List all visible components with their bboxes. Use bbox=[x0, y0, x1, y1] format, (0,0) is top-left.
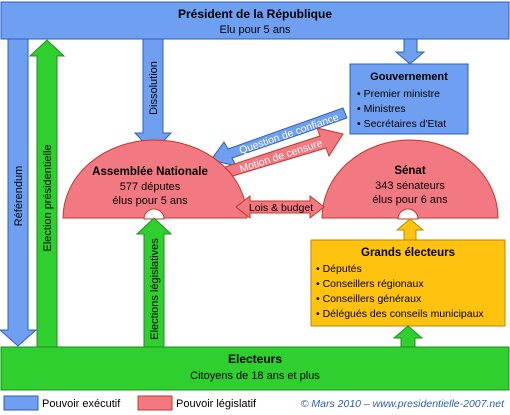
grands-electeurs-to-senat-arrow bbox=[395, 218, 425, 241]
senat-dome bbox=[321, 139, 499, 219]
lois-budget-label: Lois & budget bbox=[249, 202, 313, 214]
grands-electeur-item-2: • Conseillers régionaux bbox=[316, 278, 424, 290]
gouvernement-member-label: Premier ministre bbox=[364, 88, 441, 100]
grands-electeur-item-label: Délégués des conseils municipaux bbox=[323, 308, 485, 320]
bullet-icon: • bbox=[316, 308, 323, 320]
president-to-gouvernement-arrow bbox=[394, 38, 426, 65]
gouvernement-member-3: • Secrétaires d'Etat bbox=[357, 118, 446, 130]
dissolution-label: Dissolution bbox=[148, 61, 160, 115]
grands-electeurs-box bbox=[310, 239, 506, 327]
electeurs-subtitle: Citoyens de 18 ans et plus bbox=[190, 370, 320, 382]
grands-electeur-item-4: • Délégués des conseils municipaux bbox=[316, 308, 484, 320]
bullet-icon: • bbox=[316, 293, 323, 305]
gouvernement-member-1: • Premier ministre bbox=[357, 88, 440, 100]
grands-electeurs-members: • Députés• Conseillers régionaux• Consei… bbox=[316, 263, 484, 320]
elections-legislatives-label: Elections législatives bbox=[149, 238, 161, 340]
assemblee-title: Assemblée Nationale bbox=[92, 166, 208, 178]
assemblee-notch bbox=[143, 208, 165, 220]
grands-electeur-item-label: Conseillers régionaux bbox=[323, 278, 425, 290]
gouvernement-member-label: Ministres bbox=[364, 103, 406, 115]
election-presidentielle-label: Election présidentielle bbox=[42, 144, 54, 251]
lois-budget-arrow bbox=[235, 194, 325, 220]
legend-legislatif-swatch bbox=[137, 395, 173, 411]
gouvernement-member-label: Secrétaires d'Etat bbox=[364, 118, 447, 130]
assemblee-line1: 577 députes bbox=[120, 181, 181, 193]
electeurs-title: Electeurs bbox=[228, 352, 282, 366]
legend-legislatif-label: Pouvoir législatif bbox=[176, 398, 257, 410]
president-subtitle: Elu pour 5 ans bbox=[220, 24, 291, 36]
senat-line2: élus pour 6 ans bbox=[372, 194, 448, 206]
assemblee-dome bbox=[62, 139, 248, 219]
senat-line1: 343 sénateurs bbox=[375, 180, 445, 192]
grands-electeur-item-label: Conseillers généraux bbox=[323, 293, 422, 305]
bullet-icon: • bbox=[357, 88, 364, 100]
president-title: Président de la République bbox=[178, 7, 332, 21]
referendum-arrow bbox=[0, 38, 38, 347]
president-box bbox=[0, 1, 510, 40]
grands-electeur-item-1: • Députés bbox=[316, 263, 362, 275]
grands-electeur-item-3: • Conseillers généraux bbox=[316, 293, 422, 305]
grands-electeur-item-label: Députés bbox=[323, 263, 362, 275]
motion-censure-arrow bbox=[221, 127, 344, 179]
legend-executif-label: Pouvoir exécutif bbox=[42, 398, 121, 410]
gouvernement-box bbox=[349, 63, 469, 135]
legend-executif-swatch bbox=[3, 395, 39, 411]
gouvernement-title: Gouvernement bbox=[370, 71, 448, 83]
grands-electeurs-title: Grands électeurs bbox=[361, 247, 455, 259]
question-confiance-arrow bbox=[210, 107, 348, 167]
bullet-icon: • bbox=[357, 118, 364, 130]
senat-notch bbox=[397, 208, 419, 220]
bullet-icon: • bbox=[316, 278, 323, 290]
gouvernement-member-2: • Ministres bbox=[357, 103, 406, 115]
referendum-label: Référendum bbox=[13, 166, 25, 227]
electeurs-to-grands-electeurs-arrow bbox=[392, 325, 424, 348]
senat-title: Sénat bbox=[394, 165, 425, 177]
bullet-icon: • bbox=[316, 263, 323, 275]
election-presidentielle-arrow bbox=[28, 39, 66, 348]
electeurs-box bbox=[0, 346, 510, 391]
copyright-text: © Mars 2010 – www.presidentielle-2007.ne… bbox=[301, 398, 505, 410]
elections-legislatives-arrow bbox=[135, 217, 173, 348]
gouvernement-members: • Premier ministre• Ministres• Secrétair… bbox=[357, 88, 446, 130]
bullet-icon: • bbox=[357, 103, 364, 115]
assemblee-line2: élus pour 5 ans bbox=[112, 195, 188, 207]
